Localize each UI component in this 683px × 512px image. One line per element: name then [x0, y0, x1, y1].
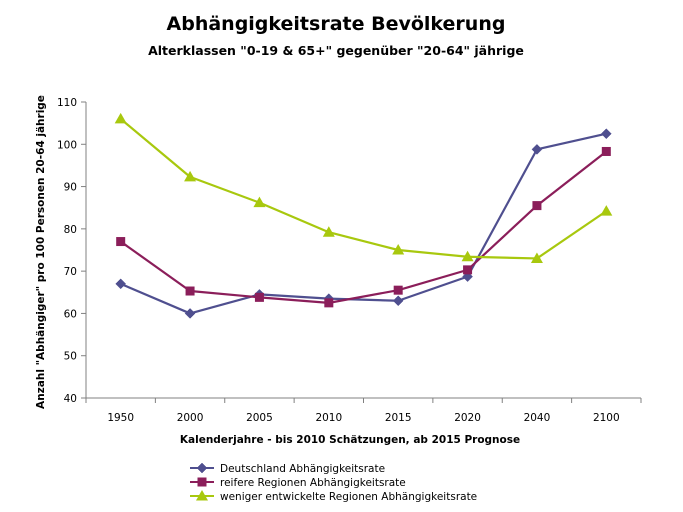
y-tick-label: 80: [64, 224, 77, 236]
data-point: [461, 250, 474, 262]
legend-marker: [196, 462, 208, 474]
data-point: [184, 308, 196, 319]
data-point: [392, 295, 404, 307]
legend-entry: weniger entwickelte Regionen Abhängigkei…: [190, 490, 477, 503]
series-line: [119, 118, 607, 260]
data-point: [184, 170, 197, 182]
legend-label: Deutschland Abhängigkeitsrate: [220, 463, 385, 475]
legend-label: reifere Regionen Abhängigkeitsrate: [220, 477, 406, 489]
y-tick-label: 40: [64, 393, 77, 405]
data-point: [463, 265, 473, 275]
data-point: [530, 252, 543, 263]
x-axis-label: Kalenderjahre - bis 2010 Schätzungen, ab…: [180, 434, 520, 446]
y-tick-label: 110: [57, 97, 77, 109]
plot-area: 40 50 60 70 80 90 100 110 1950 2000 2005 2010 2015 20…: [57, 97, 642, 424]
data-point: [600, 128, 612, 140]
data-point: [532, 201, 542, 211]
y-tick-label: 90: [64, 182, 77, 194]
data-point: [254, 292, 264, 302]
data-point: [324, 298, 334, 308]
data-point: [393, 285, 403, 295]
x-tick-label: 2005: [246, 412, 273, 424]
series-diamond: [115, 128, 612, 319]
data-point: [601, 146, 611, 156]
data-point: [116, 237, 126, 247]
x-tick-label: 1950: [107, 412, 134, 424]
chart-title: Abhängigkeitsrate Bevölkerung: [167, 13, 506, 35]
legend: Deutschland Abhängigkeitsrate reifere Reg…: [190, 462, 477, 503]
y-tick-label: 50: [64, 351, 77, 363]
legend-entry: Deutschland Abhängigkeitsrate: [190, 462, 385, 475]
data-point: [114, 112, 127, 124]
series-line: [120, 132, 607, 315]
x-tick-label: 2040: [524, 412, 551, 424]
legend-marker: [197, 477, 207, 487]
y-axis-label: Anzahl "Abhängiger" pro 100 Personen 20-…: [35, 95, 47, 409]
legend-entry: reifere Regionen Abhängigkeitsrate: [190, 477, 406, 489]
series-triangle: [114, 112, 613, 263]
data-point: [322, 226, 335, 237]
data-point: [392, 244, 405, 255]
x-tick-label: 2015: [385, 412, 412, 424]
data-point: [531, 144, 543, 155]
x-tick-label: 2100: [593, 412, 620, 424]
data-point: [115, 278, 127, 290]
data-point: [253, 196, 266, 208]
legend-marker: [196, 490, 208, 501]
series-line: [120, 150, 607, 304]
data-point: [600, 205, 613, 216]
legend-label: weniger entwickelte Regionen Abhängigkei…: [220, 491, 477, 503]
x-tick-label: 2020: [454, 412, 481, 424]
x-tick-label: 2000: [177, 412, 204, 424]
y-tick-label: 100: [57, 139, 77, 151]
y-tick-label: 60: [64, 308, 77, 320]
y-tick-label: 70: [64, 266, 77, 278]
series-square: [116, 146, 611, 308]
chart-subtitle: Alterklassen "0-19 & 65+" gegenüber "20-…: [148, 43, 524, 58]
x-tick-label: 2010: [315, 412, 342, 424]
data-point: [185, 286, 195, 296]
